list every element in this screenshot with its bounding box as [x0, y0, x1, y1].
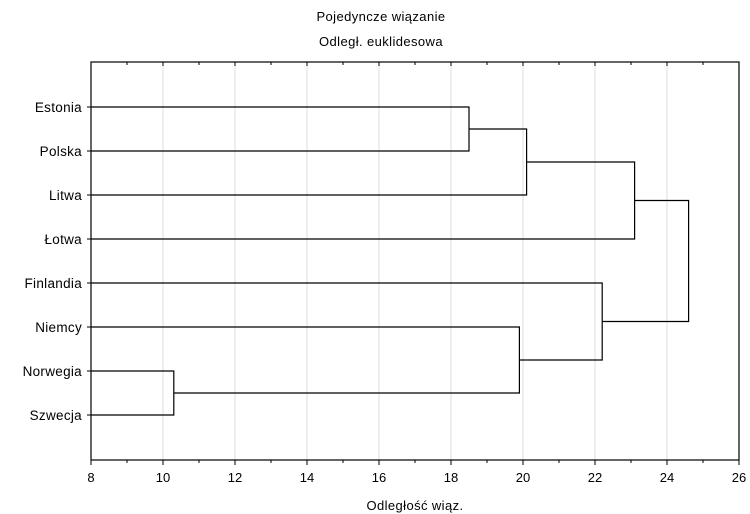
x-tick-label: 24 [660, 470, 674, 485]
leaf-label: Litwa [49, 188, 82, 203]
x-axis-label: Odległość wiąz. [366, 498, 463, 513]
merge-link [91, 161, 636, 240]
grid-lines [162, 62, 668, 460]
leaf-label: Niemcy [35, 320, 82, 335]
plot-frame [90, 61, 740, 461]
x-tick-label: 8 [87, 470, 94, 485]
x-tick-label: 14 [300, 470, 314, 485]
leaf-label: Łotwa [44, 232, 82, 247]
x-tick-label: 16 [372, 470, 386, 485]
x-tick-label: 20 [516, 470, 530, 485]
merge-link [91, 370, 175, 416]
chart-subtitle: Odległ. euklidesowa [319, 34, 443, 49]
x-axis: 8 10 12 14 16 18 20 22 24 26 [87, 62, 746, 485]
dendrogram-links [91, 106, 690, 416]
x-tick-label: 22 [588, 470, 602, 485]
leaf-label: Norwegia [23, 364, 83, 379]
x-tick-label: 12 [228, 470, 242, 485]
leaf-label: Polska [40, 144, 83, 159]
merge-link [91, 326, 520, 394]
merge-link [91, 282, 603, 361]
chart-title: Pojedyncze wiązanie [316, 9, 445, 24]
x-tick-label: 18 [444, 470, 458, 485]
leaf-label: Finlandia [25, 276, 83, 291]
merge-link [602, 199, 690, 323]
x-tick-label: 26 [732, 470, 746, 485]
x-tick-label: 10 [156, 470, 170, 485]
leaf-label: Szwecja [30, 408, 83, 423]
leaf-label: Estonia [35, 100, 82, 115]
merge-link [91, 128, 528, 196]
merge-link [91, 106, 470, 152]
leaf-labels: Estonia Polska Litwa Łotwa Finlandia Niemcy No… [23, 100, 91, 423]
